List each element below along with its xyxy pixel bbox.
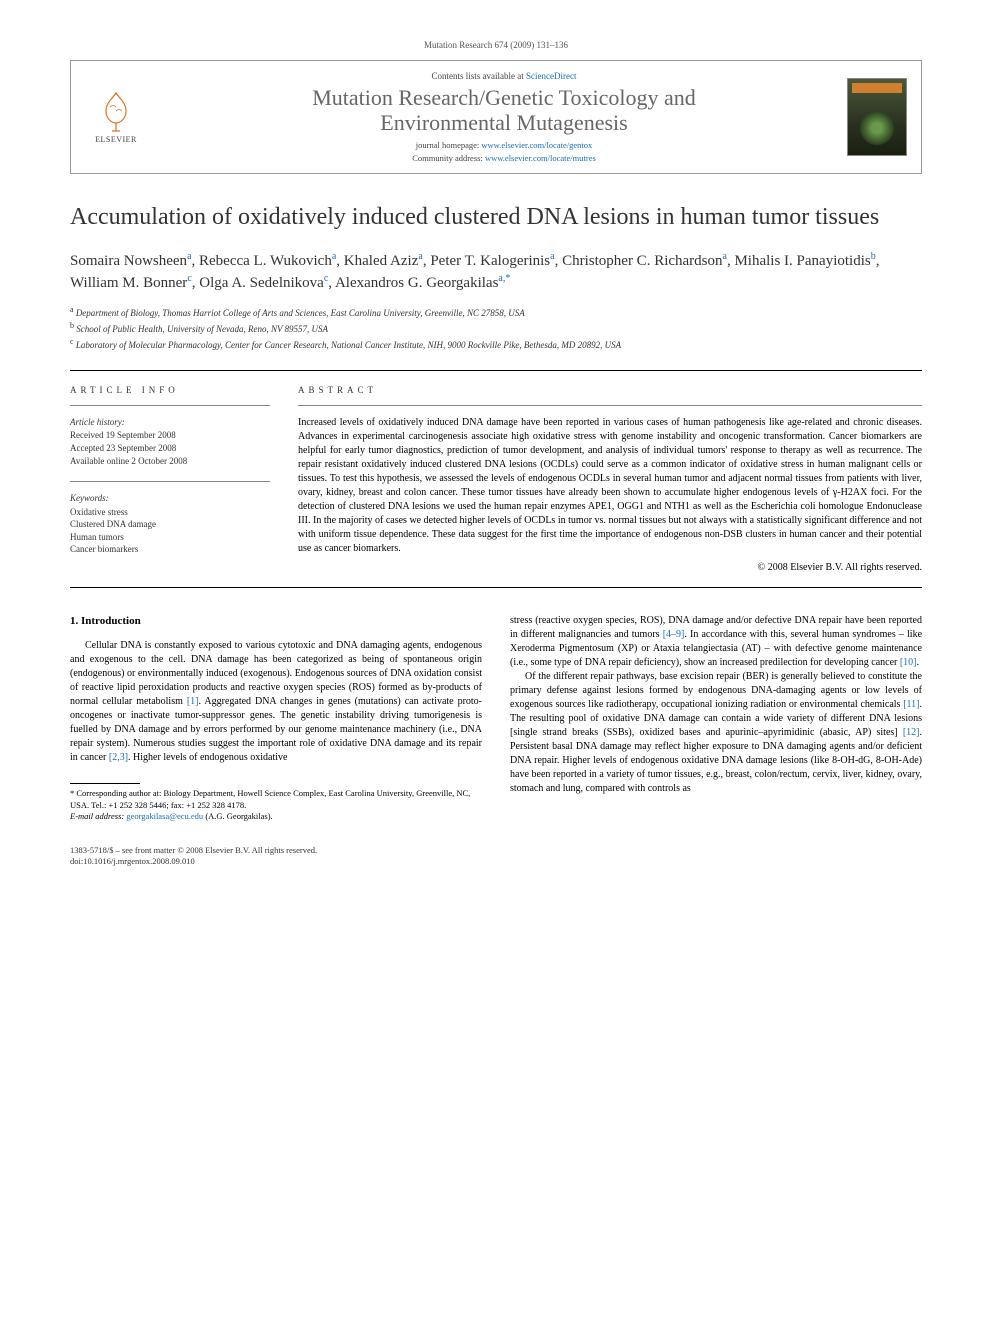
author-list: Somaira Nowsheena, Rebecca L. Wukovicha,… xyxy=(70,250,922,294)
body-paragraph: Of the different repair pathways, base e… xyxy=(510,670,922,796)
journal-name-l2: Environmental Mutagenesis xyxy=(380,110,627,135)
body-paragraph: Cellular DNA is constantly exposed to va… xyxy=(70,639,482,765)
running-header: Mutation Research 674 (2009) 131–136 xyxy=(70,40,922,50)
history-accepted: Accepted 23 September 2008 xyxy=(70,442,270,455)
article-info-label: ARTICLE INFO xyxy=(70,385,270,395)
abstract-label: ABSTRACT xyxy=(298,385,922,395)
journal-header-box: ELSEVIER Contents lists available at Sci… xyxy=(70,60,922,174)
affiliations: a Department of Biology, Thomas Harriot … xyxy=(70,304,922,352)
affiliation: a Department of Biology, Thomas Harriot … xyxy=(70,304,922,320)
article-history: Article history: Received 19 September 2… xyxy=(70,416,270,467)
abstract-text: Increased levels of oxidatively induced … xyxy=(298,416,922,556)
keywords-heading: Keywords: xyxy=(70,492,270,505)
journal-name-l1: Mutation Research/Genetic Toxicology and xyxy=(312,85,696,110)
homepage-link[interactable]: www.elsevier.com/locate/gentox xyxy=(481,140,592,150)
sciencedirect-link[interactable]: ScienceDirect xyxy=(526,71,576,81)
homepage-label: journal homepage: xyxy=(416,140,482,150)
affiliation: b School of Public Health, University of… xyxy=(70,320,922,336)
keyword: Human tumors xyxy=(70,531,270,544)
footnote-email-who: (A.G. Georgakilas). xyxy=(203,811,272,821)
journal-name: Mutation Research/Genetic Toxicology and… xyxy=(161,85,847,136)
info-rule-2 xyxy=(70,481,270,482)
abstract-column: ABSTRACT Increased levels of oxidatively… xyxy=(298,385,922,573)
community-label: Community address: xyxy=(412,153,485,163)
contents-prefix: Contents lists available at xyxy=(432,71,526,81)
article-title: Accumulation of oxidatively induced clus… xyxy=(70,202,922,232)
section-heading-intro: 1. Introduction xyxy=(70,614,482,629)
footnote-corr: * Corresponding author at: Biology Depar… xyxy=(70,788,482,811)
footnote-email-link[interactable]: georgakilasa@ecu.edu xyxy=(126,811,203,821)
abstract-rule xyxy=(298,405,922,406)
affiliation: c Laboratory of Molecular Pharmacology, … xyxy=(70,336,922,352)
body-paragraph: stress (reactive oxygen species, ROS), D… xyxy=(510,614,922,670)
footnote-rule xyxy=(70,783,140,784)
keyword: Clustered DNA damage xyxy=(70,518,270,531)
page-footer: 1383-5718/$ – see front matter © 2008 El… xyxy=(70,845,922,868)
journal-cover-thumbnail xyxy=(847,78,907,156)
community-link[interactable]: www.elsevier.com/locate/mutres xyxy=(485,153,596,163)
homepage-line: journal homepage: www.elsevier.com/locat… xyxy=(161,140,847,150)
history-heading: Article history: xyxy=(70,416,270,429)
elsevier-tree-icon xyxy=(94,89,138,133)
community-line: Community address: www.elsevier.com/loca… xyxy=(161,153,847,163)
body-two-column: 1. Introduction Cellular DNA is constant… xyxy=(70,614,922,823)
keyword: Cancer biomarkers xyxy=(70,543,270,556)
footnote-email-line: E-mail address: georgakilasa@ecu.edu (A.… xyxy=(70,811,482,822)
footer-issn: 1383-5718/$ – see front matter © 2008 El… xyxy=(70,845,922,856)
keywords-block: Keywords: Oxidative stress Clustered DNA… xyxy=(70,492,270,556)
publisher-label: ELSEVIER xyxy=(95,135,137,144)
article-info-column: ARTICLE INFO Article history: Received 1… xyxy=(70,385,270,573)
footer-doi: doi:10.1016/j.mrgentox.2008.09.010 xyxy=(70,856,922,867)
info-abstract-row: ARTICLE INFO Article history: Received 1… xyxy=(70,371,922,587)
footnote-email-label: E-mail address: xyxy=(70,811,126,821)
contents-line: Contents lists available at ScienceDirec… xyxy=(161,71,847,81)
corresponding-author-footnote: * Corresponding author at: Biology Depar… xyxy=(70,788,482,822)
journal-header-center: Contents lists available at ScienceDirec… xyxy=(161,71,847,163)
abstract-copyright: © 2008 Elsevier B.V. All rights reserved… xyxy=(298,562,922,573)
history-received: Received 19 September 2008 xyxy=(70,429,270,442)
rule-bottom xyxy=(70,587,922,588)
keyword: Oxidative stress xyxy=(70,506,270,519)
info-rule-1 xyxy=(70,405,270,406)
history-online: Available online 2 October 2008 xyxy=(70,455,270,468)
elsevier-logo: ELSEVIER xyxy=(85,82,147,152)
